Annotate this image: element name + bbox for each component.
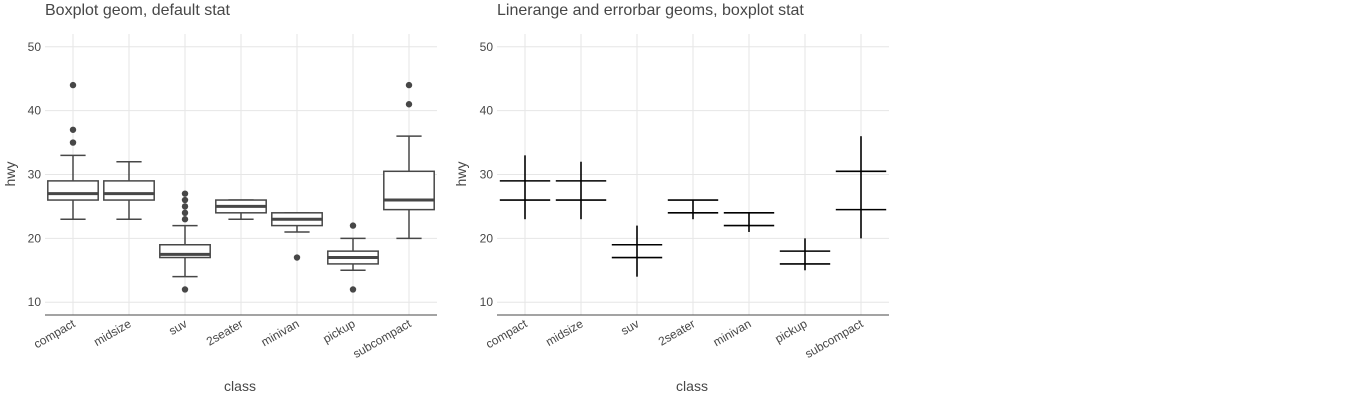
x-tick-label: subcompact [802,316,866,361]
x-axis-label: class [224,378,256,394]
errorbar-suv [611,225,663,277]
outlier-point [181,286,189,293]
outlier-point [405,81,413,89]
errorbar-midsize [555,161,607,220]
gridlines [497,34,889,315]
outlier-point [69,81,77,89]
y-tick-label: 50 [480,40,494,54]
outlier-point [181,209,189,217]
x-tick-label: 2seater [656,316,698,348]
errorbar-panel: Linerange and errorbar geoms, boxplot st… [453,2,889,394]
box-body [103,180,155,201]
x-tick-label: 2seater [204,316,246,348]
chart-title: Linerange and errorbar geoms, boxplot st… [497,2,804,19]
x-tick-label: compact [31,316,78,351]
x-tick-label: suv [166,316,189,337]
outlier-point [293,254,301,261]
errorbar-compact [499,155,551,220]
y-axis-label: hwy [2,162,18,187]
outlier-point [349,222,357,229]
box-body [383,170,435,211]
box-compact [47,81,99,220]
box-subcompact [383,81,435,240]
x-tick-label: pickup [772,316,809,346]
box-pickup [327,222,379,293]
y-tick-label: 40 [28,104,42,118]
x-tick-label: pickup [320,316,357,346]
box-minivan [271,212,323,261]
outlier-point [181,203,189,210]
outlier-point [69,139,77,146]
y-tick-label: 30 [28,168,42,182]
x-tick-label: midsize [543,316,586,349]
errorbar-2seater [667,199,719,220]
box-suv [159,190,211,293]
x-tick-label: compact [483,316,530,351]
y-tick-label: 20 [480,231,494,245]
y-tick-label: 10 [480,295,494,309]
outlier-point [349,286,357,293]
x-tick-label: subcompact [350,316,414,361]
y-tick-label: 10 [28,295,42,309]
y-tick-label: 30 [480,168,494,182]
box-midsize [103,160,155,220]
box-2seater [215,199,267,220]
y-tick-label: 50 [28,40,42,54]
errorbar-subcompact [835,136,887,239]
x-tick-label: midsize [91,316,134,349]
x-axis-label: class [676,378,708,394]
chart-title: Boxplot geom, default stat [45,2,231,19]
y-tick-label: 40 [480,104,494,118]
boxplot-panel: Boxplot geom, default stat class hwy 10 2… [2,2,437,394]
x-tick-label: minivan [259,316,302,349]
y-axis-label: hwy [453,162,469,187]
x-tick-label: minivan [711,316,754,349]
y-tick-label: 20 [28,231,42,245]
outlier-point [405,101,413,108]
errorbar-minivan [723,212,775,232]
outlier-point [181,196,189,204]
box-body [47,180,99,201]
x-tick-label: suv [618,316,641,337]
gridlines [45,34,437,315]
outlier-point [69,126,77,133]
outlier-point [181,190,189,197]
errorbar-pickup [779,238,831,271]
outlier-point [181,216,189,223]
